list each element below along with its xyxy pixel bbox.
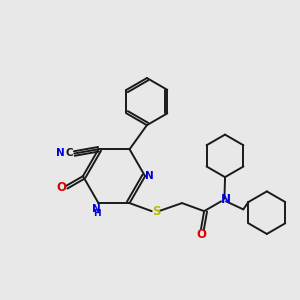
Text: N: N	[220, 193, 230, 206]
Text: S: S	[152, 205, 160, 218]
Text: H: H	[93, 209, 100, 218]
Text: O: O	[196, 228, 206, 241]
Text: O: O	[56, 181, 66, 194]
Text: N: N	[56, 148, 65, 158]
Text: N: N	[92, 204, 101, 214]
Text: N: N	[145, 171, 154, 181]
Text: C: C	[66, 148, 74, 158]
